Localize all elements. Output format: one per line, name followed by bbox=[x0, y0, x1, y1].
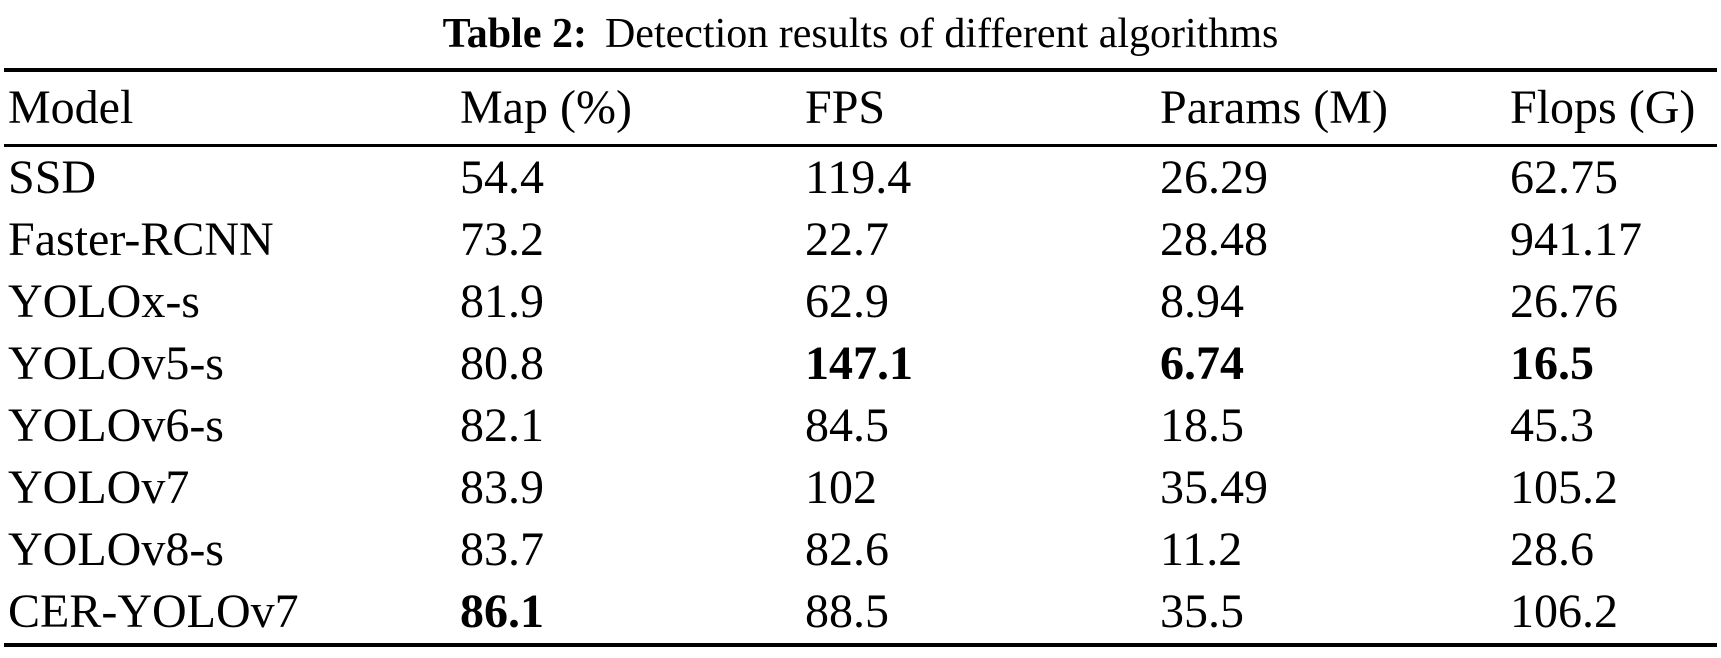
cell-flops: 105.2 bbox=[1510, 461, 1618, 514]
cell-model: YOLOv8-s bbox=[8, 523, 224, 576]
cell-params: 18.5 bbox=[1160, 399, 1244, 452]
cell-map: 83.9 bbox=[460, 461, 544, 514]
cell-params: 26.29 bbox=[1160, 151, 1268, 204]
cell-params: 6.74 bbox=[1160, 337, 1244, 390]
cell-params: 11.2 bbox=[1160, 523, 1243, 576]
header-rule bbox=[4, 144, 1717, 147]
table-caption-number: Table 2: bbox=[442, 11, 587, 57]
cell-params: 35.49 bbox=[1160, 461, 1268, 514]
cell-flops: 26.76 bbox=[1510, 275, 1618, 328]
cell-map: 54.4 bbox=[460, 151, 544, 204]
bottom-rule bbox=[4, 643, 1717, 647]
column-header-map: Map (%) bbox=[460, 81, 632, 134]
table-row: YOLOv8-s 83.7 82.6 11.2 28.6 bbox=[0, 519, 1721, 581]
cell-fps: 119.4 bbox=[805, 151, 912, 204]
cell-fps: 62.9 bbox=[805, 275, 889, 328]
cell-fps: 102 bbox=[805, 461, 877, 514]
cell-model: SSD bbox=[8, 151, 97, 204]
cell-model: YOLOv6-s bbox=[8, 399, 224, 452]
cell-flops: 62.75 bbox=[1510, 151, 1618, 204]
table-caption-text: Detection results of different algorithm… bbox=[604, 11, 1279, 57]
cell-model: YOLOv5-s bbox=[8, 337, 224, 390]
cell-flops: 45.3 bbox=[1510, 399, 1594, 452]
cell-params: 8.94 bbox=[1160, 275, 1244, 328]
cell-model: YOLOv7 bbox=[8, 461, 190, 514]
cell-fps: 82.6 bbox=[805, 523, 889, 576]
cell-fps: 84.5 bbox=[805, 399, 889, 452]
table-caption: Table 2: Detection results of different … bbox=[0, 0, 1721, 68]
column-header-flops: Flops (G) bbox=[1510, 81, 1696, 134]
table-row: YOLOv6-s 82.1 84.5 18.5 45.3 bbox=[0, 395, 1721, 457]
cell-flops: 16.5 bbox=[1510, 337, 1594, 390]
cell-params: 28.48 bbox=[1160, 213, 1268, 266]
cell-fps: 22.7 bbox=[805, 213, 889, 266]
cell-params: 35.5 bbox=[1160, 585, 1244, 638]
cell-fps: 88.5 bbox=[805, 585, 889, 638]
table-header-row: Model Map (%) FPS Params (M) Flops (G) bbox=[0, 72, 1721, 144]
cell-map: 81.9 bbox=[460, 275, 544, 328]
table-row: YOLOx-s 81.9 62.9 8.94 26.76 bbox=[0, 271, 1721, 333]
cell-flops: 28.6 bbox=[1510, 523, 1594, 576]
table-row: SSD 54.4 119.4 26.29 62.75 bbox=[0, 147, 1721, 209]
cell-map: 82.1 bbox=[460, 399, 544, 452]
cell-map: 73.2 bbox=[460, 213, 544, 266]
top-rule bbox=[4, 68, 1717, 72]
cell-map: 86.1 bbox=[460, 585, 544, 638]
cell-model: YOLOx-s bbox=[8, 275, 200, 328]
cell-flops: 106.2 bbox=[1510, 585, 1618, 638]
column-header-model: Model bbox=[8, 81, 134, 134]
column-header-params: Params (M) bbox=[1160, 81, 1388, 134]
table-row: CER-YOLOv7 86.1 88.5 35.5 106.2 bbox=[0, 581, 1721, 643]
cell-flops: 941.17 bbox=[1510, 213, 1642, 266]
table-row: Faster-RCNN 73.2 22.7 28.48 941.17 bbox=[0, 209, 1721, 271]
cell-map: 83.7 bbox=[460, 523, 544, 576]
cell-map: 80.8 bbox=[460, 337, 544, 390]
table-row: YOLOv7 83.9 102 35.49 105.2 bbox=[0, 457, 1721, 519]
cell-model: CER-YOLOv7 bbox=[8, 585, 299, 638]
cell-fps: 147.1 bbox=[805, 337, 913, 390]
column-header-fps: FPS bbox=[805, 81, 886, 134]
cell-model: Faster-RCNN bbox=[8, 213, 274, 266]
table-row: YOLOv5-s 80.8 147.1 6.74 16.5 bbox=[0, 333, 1721, 395]
table-body: SSD 54.4 119.4 26.29 62.75 Faster-RCNN 7… bbox=[0, 147, 1721, 643]
